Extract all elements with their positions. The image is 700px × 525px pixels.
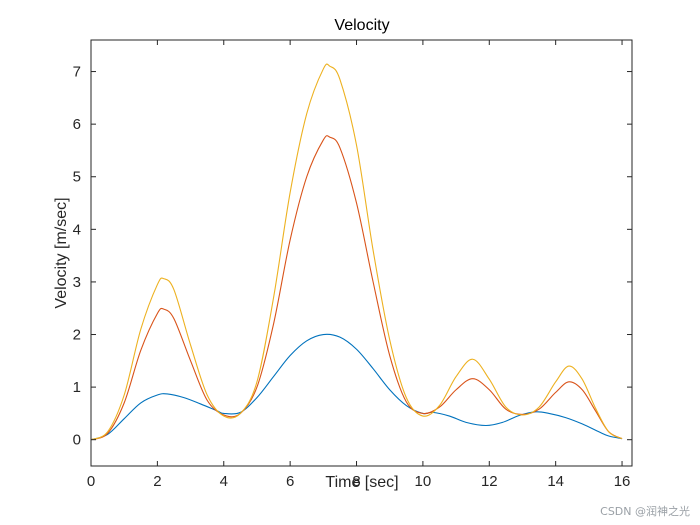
- x-tick-label: 16: [614, 473, 631, 490]
- chart-title: Velocity: [334, 17, 389, 34]
- y-axis-label: Velocity [m/sec]: [53, 197, 70, 308]
- y-tick-label: 3: [73, 274, 81, 291]
- y-tick-label: 4: [73, 221, 81, 238]
- y-tick-label: 6: [73, 116, 81, 133]
- x-tick-label: 10: [415, 473, 432, 490]
- series-line-1: [90, 333, 623, 441]
- y-tick-label: 5: [73, 169, 81, 186]
- watermark-text: CSDN @润神之光: [600, 505, 690, 518]
- series-line-3: [90, 63, 623, 441]
- axes-box: [90, 39, 633, 467]
- x-tick-label: 8: [352, 473, 360, 490]
- series-line-2: [90, 135, 623, 441]
- x-tick-label: 2: [153, 473, 161, 490]
- y-tick-label: 2: [73, 327, 81, 344]
- plot-area: [91, 40, 632, 466]
- x-tick-label: 6: [286, 473, 294, 490]
- y-tick-label: 1: [73, 379, 81, 396]
- series-layer: [90, 63, 623, 441]
- y-tick-label: 7: [73, 64, 81, 81]
- x-tick-label: 14: [547, 473, 564, 490]
- x-tick-label: 12: [481, 473, 498, 490]
- x-tick-label: 4: [220, 473, 228, 490]
- x-tick-label: 0: [87, 473, 95, 490]
- x-axis-label: Time [sec]: [325, 474, 398, 491]
- y-tick-label: 0: [73, 432, 81, 449]
